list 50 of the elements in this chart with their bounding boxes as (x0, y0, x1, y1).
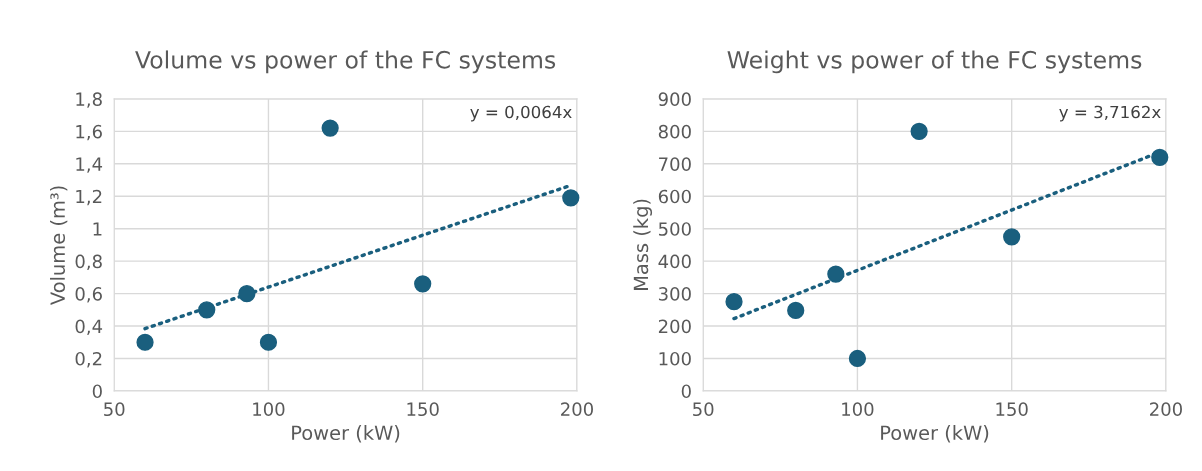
y-tick-label: 500 (658, 222, 691, 236)
y-tick-label: 1 (93, 222, 102, 236)
y-tick-label: 0,2 (75, 351, 102, 368)
point (562, 189, 580, 207)
y-tick-label: 1,2 (76, 189, 102, 206)
point (1151, 148, 1169, 166)
x-tick-label: 150 (996, 402, 1028, 417)
point (136, 333, 154, 351)
point (238, 284, 256, 303)
x-tick-label: 100 (842, 402, 874, 417)
y-tick-label: 300 (658, 287, 691, 301)
point (1003, 228, 1021, 246)
annotation: y = 0,0064x (470, 105, 572, 122)
y-tick-label: 0 (92, 384, 102, 399)
y-tick-label: 400 (658, 254, 691, 269)
point (848, 349, 867, 368)
point (198, 301, 216, 319)
y-tick-label: 1,6 (76, 124, 102, 141)
y-tick-label: 0,8 (75, 254, 102, 271)
x-tick-label: 200 (561, 402, 593, 417)
y-tick-label: 600 (658, 189, 691, 204)
x-tick-label: 50 (693, 402, 714, 417)
chart-title: Volume vs power of the FC systems (135, 50, 556, 74)
x-tick-label: 100 (253, 402, 285, 417)
point (787, 301, 805, 320)
y-tick-label: 1,8 (76, 92, 102, 108)
y-tick-label: 700 (659, 157, 691, 171)
y-tick-label: 100 (659, 351, 691, 366)
point (321, 119, 339, 137)
y-tick-label: 1,4 (76, 157, 103, 173)
annotation: y = 3,7162x (1059, 105, 1161, 122)
point (910, 122, 928, 140)
y-axis-title: Volume (m³) (49, 186, 68, 305)
point (827, 265, 845, 283)
y-axis-title: Mass (kg) (633, 199, 653, 290)
y-tick-label: 0,4 (75, 319, 103, 335)
y-tick-label: 0 (681, 384, 691, 399)
y-tick-label: 800 (658, 124, 691, 139)
y-tick-label: 0,6 (75, 287, 102, 303)
chart-title: Weight vs power of the FC systems (727, 50, 1142, 74)
point (259, 333, 278, 351)
x-axis-title: Power (kW) (881, 425, 989, 443)
x-tick-label: 50 (104, 402, 125, 417)
y-tick-label: 200 (658, 319, 691, 334)
y-tick-label: 900 (658, 92, 691, 107)
x-axis-title: Power (kW) (292, 425, 400, 443)
x-tick-label: 200 (1150, 402, 1182, 417)
point (414, 275, 432, 293)
x-tick-label: 150 (407, 402, 439, 417)
point (725, 293, 743, 311)
